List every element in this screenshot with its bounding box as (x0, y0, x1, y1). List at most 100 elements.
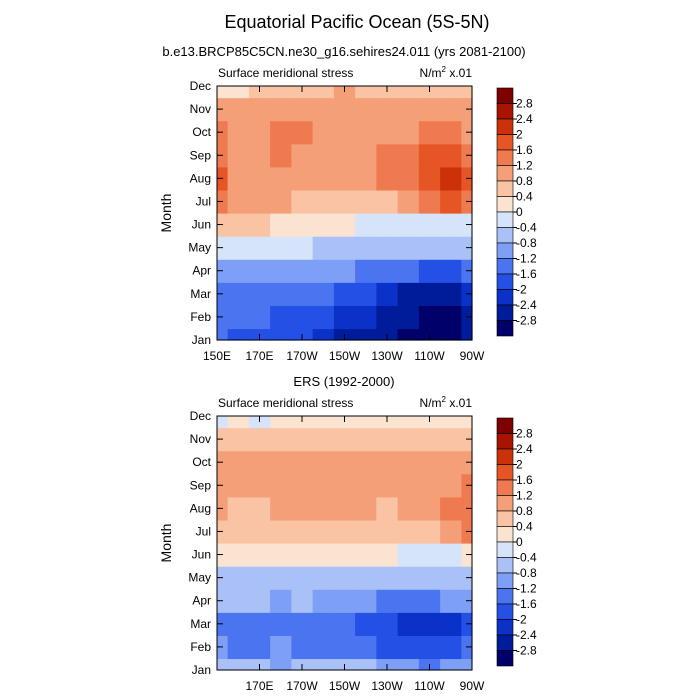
heatmap-cell (397, 519, 420, 544)
x-tick-label: 90W (460, 349, 485, 363)
heatmap-cell (397, 259, 420, 283)
x-tick-label: 170E (245, 679, 273, 693)
colorbar-swatch (496, 273, 514, 290)
heatmap-cell (376, 282, 399, 306)
heatmap-cell (291, 589, 314, 613)
heatmap-cell (217, 86, 229, 99)
y-tick-label: May (188, 241, 211, 255)
y-axis-label: Month (158, 524, 174, 563)
heatmap-cell (376, 189, 399, 214)
heatmap-cell (248, 416, 271, 429)
heatmap-cell (440, 97, 462, 122)
heatmap-cell (227, 143, 250, 168)
heatmap-cell (376, 496, 399, 521)
colorbar-swatch (496, 448, 514, 465)
y-tick-label: Nov (190, 102, 211, 116)
heatmap-cell (248, 213, 271, 237)
x-tick-label: 90W (460, 679, 485, 693)
heatmap-cell (440, 305, 462, 330)
heatmap-cell (355, 496, 377, 521)
colorbar-label: 2.4 (516, 442, 533, 456)
colorbar-swatch (496, 165, 514, 182)
heatmap-cell (312, 658, 335, 671)
heatmap-cell (333, 189, 356, 214)
heatmap-cell (355, 259, 377, 283)
heatmap-cell (248, 86, 271, 99)
heatmap-cell (376, 612, 399, 636)
heatmap-cell (312, 612, 335, 636)
heatmap-cell (440, 166, 462, 191)
heatmap-cell (440, 612, 462, 636)
colorbar-label: 2 (516, 128, 523, 142)
heatmap-cell (397, 213, 420, 237)
heatmap-cell (248, 635, 271, 660)
heatmap-cell (333, 473, 356, 498)
heatmap-cell (227, 566, 250, 590)
heatmap-cell (227, 120, 250, 145)
y-tick-label: Jul (196, 524, 211, 538)
heatmap-cell (227, 189, 250, 214)
heatmap-cells (217, 416, 473, 671)
heatmap-cell (355, 143, 377, 168)
heatmap-cell (217, 416, 229, 429)
heatmap-cell (440, 213, 462, 237)
heatmap-cell (397, 305, 420, 330)
heatmap-cell (333, 427, 356, 452)
heatmap-cell (270, 589, 292, 613)
colorbar-swatch (496, 180, 514, 197)
heatmap-cell (397, 328, 420, 341)
heatmap-cell (418, 282, 441, 306)
colorbar-swatch (496, 118, 514, 135)
heatmap-cell (312, 519, 335, 544)
heatmap-cell (248, 589, 271, 613)
heatmap-cell (333, 543, 356, 567)
heatmap-cell (440, 328, 462, 341)
colorbar-label: 2.8 (516, 97, 533, 111)
heatmap-cell (291, 282, 314, 306)
heatmap-cell (397, 143, 420, 168)
heatmap-cell (270, 166, 292, 191)
heatmap-cell (333, 450, 356, 475)
heatmap-cell (270, 658, 292, 671)
panel-model: b.e13.BRCP85C5CN.ne30_g16.sehires24.011 … (158, 44, 537, 363)
heatmap-cell (312, 450, 335, 475)
y-tick-label: Jan (192, 663, 211, 677)
heatmap-cell (217, 658, 229, 671)
y-tick-label: Sep (190, 478, 212, 492)
heatmap-cell (418, 189, 441, 214)
heatmap-cell (440, 589, 462, 613)
axis-ticks: Jan Feb Mar Apr May Jun Jul Aug Sep Oct Nov Dec 150E… (188, 79, 485, 363)
variable-label: Surface meridional stress (218, 66, 353, 80)
heatmap-cell (248, 543, 271, 567)
heatmap-cell (418, 416, 441, 429)
heatmap-cell (333, 97, 356, 122)
heatmap-cell (312, 259, 335, 283)
colorbar-label: -2 (516, 613, 527, 627)
heatmap-cell (418, 519, 441, 544)
heatmap-cell (418, 97, 441, 122)
heatmap-cell (440, 496, 462, 521)
heatmap-cell (248, 282, 271, 306)
heatmap-cell (312, 416, 335, 429)
heatmap-cell (312, 236, 335, 260)
heatmap-cell (355, 612, 377, 636)
y-tick-label: Aug (190, 171, 211, 185)
heatmap-cell (227, 612, 250, 636)
colorbar-label: -2.8 (516, 314, 537, 328)
y-tick-label: Jun (192, 548, 211, 562)
colorbar-swatch (496, 541, 514, 558)
heatmap-cell (291, 473, 314, 498)
heatmap-cell (312, 97, 335, 122)
heatmap-cell (397, 189, 420, 214)
heatmap-cell (248, 189, 271, 214)
colorbar-swatch (496, 619, 514, 636)
heatmap-cell (461, 86, 473, 99)
heatmap-cell (291, 450, 314, 475)
y-axis-label: Month (158, 194, 174, 233)
heatmap-cell (270, 450, 292, 475)
heatmap-cell (376, 519, 399, 544)
colorbar-label: 2 (516, 458, 523, 472)
colorbar-label: 1.6 (516, 143, 533, 157)
x-tick-label: 130W (371, 679, 403, 693)
